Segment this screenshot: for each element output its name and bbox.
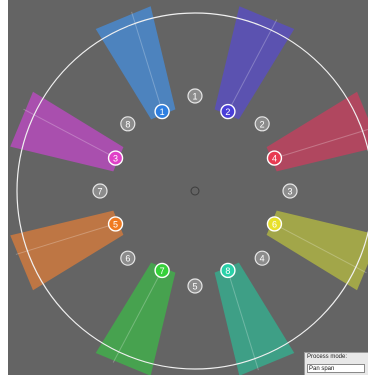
source-node-7[interactable]: 7 — [154, 262, 170, 279]
panner-background — [8, 0, 368, 375]
source-node-circle[interactable] — [154, 262, 170, 279]
source-node-label: 6 — [272, 219, 277, 229]
speaker-node-1[interactable]: 1 — [187, 88, 203, 104]
source-node-5[interactable]: 5 — [107, 216, 124, 232]
source-node-label: 1 — [160, 107, 165, 117]
source-wedge-axis-4 — [272, 128, 368, 160]
speaker-node-circle[interactable] — [92, 183, 108, 199]
speaker-node-2[interactable]: 2 — [254, 116, 270, 132]
source-node-circle[interactable] — [266, 216, 283, 232]
source-wedge-3 — [10, 91, 124, 172]
source-node-circle[interactable] — [220, 103, 236, 120]
source-nodes: 1 2 4 6 8 7 5 3 — [107, 103, 283, 279]
source-node-circle[interactable] — [266, 150, 283, 166]
speaker-nodes: 1 2 3 4 5 6 7 8 — [92, 88, 298, 294]
speaker-node-label: 7 — [97, 187, 102, 197]
speaker-node-circle[interactable] — [187, 278, 203, 294]
source-wedge-5 — [10, 210, 124, 291]
speaker-node-circle[interactable] — [254, 250, 270, 266]
source-wedge-axis-5 — [15, 222, 118, 255]
speaker-node-4[interactable]: 4 — [254, 250, 270, 266]
source-wedge-axis-2 — [226, 19, 278, 114]
source-node-label: 7 — [160, 266, 165, 276]
speaker-node-label: 1 — [192, 92, 197, 102]
process-mode-dropdown[interactable]: Pan span — [307, 364, 365, 373]
source-wedge-axis-1 — [131, 11, 164, 114]
source-wedge-axis-3 — [23, 108, 118, 160]
source-node-circle[interactable] — [220, 262, 236, 279]
listener-center-marker[interactable] — [190, 186, 200, 196]
source-spread-wedges — [10, 6, 368, 375]
speaker-node-circle[interactable] — [120, 250, 136, 266]
speaker-node-circle[interactable] — [282, 183, 298, 199]
speaker-node-label: 6 — [125, 254, 130, 264]
process-mode-panel: Process mode: Pan span — [304, 352, 368, 375]
source-node-8[interactable]: 8 — [220, 262, 236, 279]
speaker-node-label: 2 — [260, 119, 265, 129]
source-wedge-1 — [95, 6, 176, 120]
outer-ring — [16, 12, 368, 370]
speaker-node-circle[interactable] — [187, 88, 203, 104]
source-wedge-4 — [266, 91, 368, 172]
source-node-label: 5 — [113, 219, 118, 229]
source-wedge-7 — [95, 262, 176, 375]
source-node-label: 4 — [272, 154, 277, 164]
source-node-circle[interactable] — [107, 150, 124, 166]
source-wedge-8 — [214, 262, 295, 375]
source-wedge-6 — [266, 210, 368, 291]
speaker-node-8[interactable]: 8 — [120, 116, 136, 132]
speaker-node-circle[interactable] — [254, 116, 270, 132]
source-node-label: 8 — [225, 266, 230, 276]
source-node-label: 3 — [113, 154, 118, 164]
speaker-node-circle[interactable] — [120, 116, 136, 132]
source-wedge-axis-8 — [226, 268, 259, 371]
source-node-6[interactable]: 6 — [266, 216, 283, 232]
source-node-4[interactable]: 4 — [266, 150, 283, 166]
source-node-circle[interactable] — [154, 103, 170, 120]
speaker-node-7[interactable]: 7 — [92, 183, 108, 199]
source-wedge-axis-6 — [272, 222, 367, 274]
source-node-label: 2 — [225, 107, 230, 117]
speaker-node-label: 5 — [192, 282, 197, 292]
speaker-node-label: 4 — [260, 254, 265, 264]
process-mode-label: Process mode: — [307, 354, 348, 360]
speaker-node-label: 3 — [287, 187, 292, 197]
source-wedge-axis-7 — [112, 268, 164, 363]
source-node-1[interactable]: 1 — [154, 103, 170, 120]
source-node-2[interactable]: 2 — [220, 103, 236, 120]
speaker-node-6[interactable]: 6 — [120, 250, 136, 266]
source-node-circle[interactable] — [107, 216, 124, 232]
speaker-node-label: 8 — [125, 119, 130, 129]
source-node-3[interactable]: 3 — [107, 150, 124, 166]
speaker-node-3[interactable]: 3 — [282, 183, 298, 199]
source-wedge-2 — [214, 6, 295, 120]
speaker-node-5[interactable]: 5 — [187, 278, 203, 294]
